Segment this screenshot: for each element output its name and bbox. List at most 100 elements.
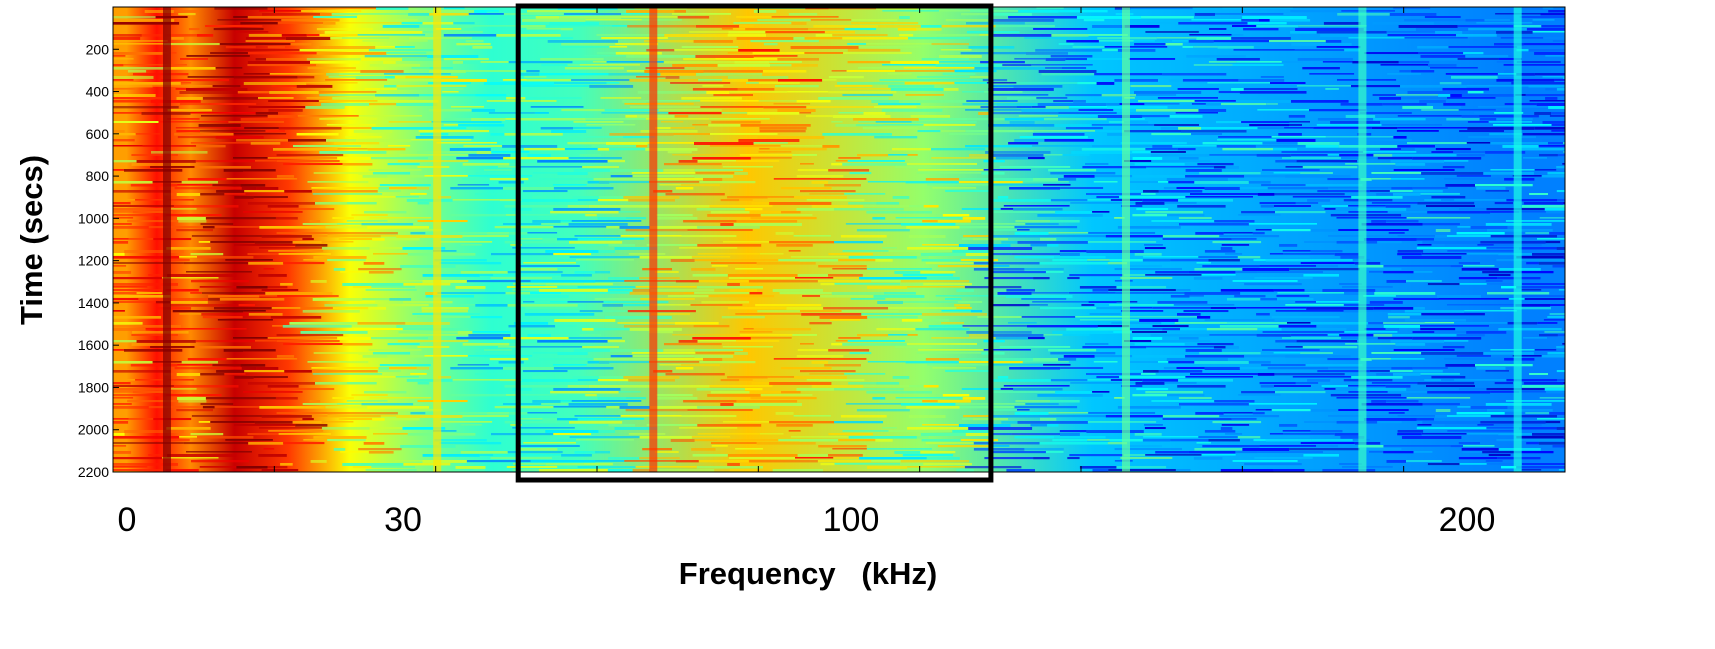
spectral-streak xyxy=(1237,256,1261,259)
spectral-streak xyxy=(923,205,939,208)
spectral-streak xyxy=(113,100,151,103)
spectral-streak xyxy=(1381,124,1442,126)
spectral-streak xyxy=(1038,70,1097,73)
spectral-streak xyxy=(1390,340,1444,343)
spectral-streak xyxy=(131,163,191,166)
spectral-streak xyxy=(290,43,312,46)
spectral-streak xyxy=(177,397,206,400)
spectral-streak xyxy=(253,196,288,199)
spectral-streak xyxy=(439,442,502,445)
spectral-streak xyxy=(935,295,1006,297)
spectral-streak xyxy=(753,10,777,13)
spectral-streak xyxy=(1184,292,1241,295)
spectral-streak xyxy=(1285,175,1351,178)
spectral-streak xyxy=(1496,439,1565,442)
spectral-streak xyxy=(727,463,740,466)
spectral-streak xyxy=(786,307,824,310)
spectral-streak xyxy=(858,67,904,69)
spectral-streak xyxy=(843,52,912,55)
spectral-streak xyxy=(888,430,953,433)
spectral-streak xyxy=(553,226,607,228)
spectral-streak xyxy=(519,346,583,348)
spectral-streak xyxy=(503,157,569,160)
spectral-streak xyxy=(1016,106,1032,109)
spectral-streak xyxy=(606,82,620,84)
spectral-streak xyxy=(467,175,533,177)
spectral-streak xyxy=(526,28,561,30)
spectral-streak xyxy=(1066,328,1130,331)
spectral-streak xyxy=(113,106,179,109)
spectral-streak xyxy=(113,394,154,397)
spectral-streak xyxy=(795,277,834,279)
spectral-streak xyxy=(1547,172,1565,175)
spectral-streak xyxy=(397,340,469,343)
spectral-streak xyxy=(226,358,298,360)
spectral-streak xyxy=(380,415,397,417)
spectral-streak xyxy=(1322,289,1376,292)
spectral-streak xyxy=(321,241,354,243)
spectral-streak xyxy=(1385,205,1411,208)
spectral-streak xyxy=(1401,436,1462,439)
spectral-streak xyxy=(429,70,466,73)
spectral-streak xyxy=(1055,391,1093,394)
spectral-streak xyxy=(1260,76,1284,78)
spectral-streak xyxy=(1549,232,1565,235)
spectral-streak xyxy=(276,355,295,358)
spectral-streak xyxy=(1091,295,1110,298)
spectral-streak xyxy=(396,415,463,418)
spectral-streak xyxy=(541,64,568,67)
spectral-streak xyxy=(1201,274,1236,276)
spectral-streak xyxy=(607,289,633,292)
spectral-streak xyxy=(595,280,625,282)
spectral-streak xyxy=(871,100,899,103)
spectral-streak xyxy=(792,334,817,336)
spectral-streak xyxy=(931,43,969,46)
spectral-streak xyxy=(302,403,338,405)
spectral-streak xyxy=(646,49,675,52)
x-tick-label: 30 xyxy=(384,501,422,539)
resonance-line xyxy=(649,7,658,472)
spectral-streak xyxy=(781,211,801,214)
spectral-streak xyxy=(1234,295,1266,298)
spectral-streak xyxy=(1424,199,1441,201)
spectral-streak xyxy=(984,457,1034,460)
spectral-streak xyxy=(425,412,487,415)
spectral-streak xyxy=(1120,277,1173,279)
spectral-streak xyxy=(906,163,977,165)
spectral-streak xyxy=(1136,388,1169,391)
spectral-streak xyxy=(773,358,831,360)
spectral-streak xyxy=(293,145,361,148)
spectral-streak xyxy=(608,277,640,280)
spectral-streak xyxy=(693,325,730,328)
spectral-streak xyxy=(902,274,954,277)
spectral-streak xyxy=(255,58,266,61)
spectral-streak xyxy=(599,376,624,379)
spectral-streak xyxy=(1158,370,1203,373)
spectral-streak xyxy=(608,424,636,427)
spectral-streak xyxy=(1087,58,1129,61)
spectral-streak xyxy=(367,226,430,229)
spectral-streak xyxy=(1259,382,1296,385)
spectral-streak xyxy=(927,184,990,186)
spectral-streak xyxy=(1435,31,1463,34)
spectral-streak xyxy=(729,91,788,93)
spectral-streak xyxy=(1422,403,1460,406)
spectral-streak xyxy=(258,97,294,99)
spectral-streak xyxy=(210,52,248,55)
spectral-streak xyxy=(1194,13,1215,16)
spectral-streak xyxy=(1296,85,1351,87)
spectral-streak xyxy=(776,244,813,247)
spectral-streak xyxy=(974,67,1046,70)
spectral-streak xyxy=(1311,439,1353,442)
spectral-streak xyxy=(1127,265,1162,268)
resonance-lines xyxy=(163,7,1522,472)
spectral-streak xyxy=(153,394,167,397)
spectral-streak xyxy=(480,61,509,63)
spectral-streak xyxy=(527,334,551,337)
spectral-streak xyxy=(1235,100,1291,103)
spectral-streak xyxy=(609,181,649,184)
spectral-streak xyxy=(790,436,849,438)
spectral-streak xyxy=(615,43,659,46)
spectral-streak xyxy=(1043,184,1071,186)
spectral-streak xyxy=(775,232,794,235)
